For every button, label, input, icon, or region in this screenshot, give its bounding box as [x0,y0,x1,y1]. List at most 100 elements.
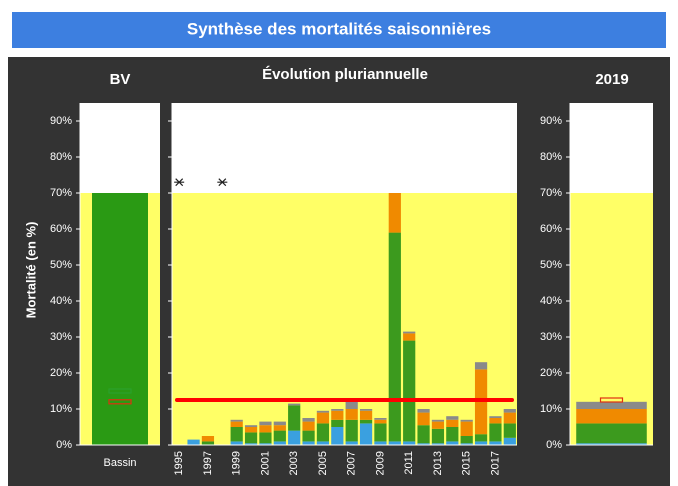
bar-segment [374,423,387,442]
bar-segment [316,410,330,413]
y-tick-label: 90% [540,115,562,127]
bar-segment [460,436,473,444]
x-tick-label: 1995 [173,451,185,475]
bar-segment [273,441,286,445]
bar-segment [403,331,416,334]
marker [108,388,132,394]
y-tick-label: 50% [540,259,562,271]
bar-segment [345,441,358,445]
bar-segment [446,416,459,420]
bar-segment [359,409,373,411]
bar-segment [474,362,488,370]
bar-segment [316,412,330,424]
bar-segment [259,432,272,444]
y-tick-label: 60% [540,223,562,235]
lower-zone [172,193,517,445]
panel-title: Évolution pluriannuelle [262,66,428,83]
bar-segment [431,428,445,444]
bar-segment [489,416,502,418]
y-tick-label: 0% [546,439,562,451]
y-tick-label: 60% [50,223,72,235]
bar-segment [273,425,286,431]
panel-title: BV [110,71,131,88]
y-tick-label: 10% [540,403,562,415]
bar-segment [446,427,459,442]
bar-segment [374,418,387,420]
bar-segment [331,409,344,411]
y-tick-label: 50% [50,259,72,271]
bar-segment [431,443,445,445]
bar-segment [576,409,647,424]
x-tick-label: 2009 [374,451,386,475]
x-tick-label: Bassin [103,457,136,469]
bar-segment [446,441,459,445]
bar-segment [403,340,416,442]
bar-segment [417,409,430,413]
bar-segment [489,418,502,424]
bar-segment [288,405,301,431]
upper-zone [80,103,160,193]
bar-segment [576,401,647,409]
bar-segment [359,423,373,445]
bar-segment [431,421,445,429]
x-tick-label: 2017 [489,451,501,475]
bar [92,193,148,445]
bar-segment [230,421,243,427]
bar-segment [503,437,516,445]
y-tick-label: 40% [50,295,72,307]
y-tick-label: 30% [50,331,72,343]
y-tick-label: 20% [540,367,562,379]
bar-segment [417,443,430,445]
bar-segment [474,441,488,445]
y-tick-label: 10% [50,403,72,415]
bar-segment [576,423,647,444]
bar-segment [244,427,258,433]
y-tick-label: 70% [50,187,72,199]
bar-segment [431,419,445,422]
panel-title: 2019 [595,71,628,88]
bar-segment [273,430,286,442]
y-tick-label: 30% [540,331,562,343]
bar-segment [230,419,243,422]
bar-segment [474,434,488,442]
y-tick-label: 70% [540,187,562,199]
asterisk [174,178,185,187]
bar-segment [359,410,373,420]
y-tick-label: 80% [50,151,72,163]
bar-segment [288,430,301,445]
x-tick-label: 1999 [231,451,243,475]
bar-segment [244,432,258,444]
bar-segment [288,403,301,406]
bar-segment [201,441,215,445]
bar-segment [345,409,358,420]
y-tick-label: 90% [50,115,72,127]
x-tick-label: 2005 [317,451,329,475]
bar-segment [345,401,358,409]
title-bar [12,12,666,48]
bar-segment [244,425,258,427]
bar-segment [374,419,387,424]
bar-segment [259,421,272,426]
bar-segment [230,427,243,442]
bar-segment [259,443,272,445]
bar-segment [345,419,358,442]
x-tick-label: 2007 [346,451,358,475]
bar-segment [273,421,286,426]
bar-segment [187,439,200,445]
bar-segment [460,419,473,422]
marker [599,397,624,403]
bar-segment [417,425,430,444]
bar-segment [374,441,387,445]
bar-segment [331,410,344,420]
bar-segment [259,425,272,433]
bar-segment [417,412,430,426]
bar-segment [316,423,330,442]
y-axis-label: Mortalité (en %) [23,222,38,319]
y-tick-label: 80% [540,151,562,163]
bar-segment [244,443,258,445]
bar-segment [446,419,459,427]
bar-segment [503,409,516,413]
bar-segment [201,436,215,442]
x-tick-label: 2001 [259,451,271,475]
